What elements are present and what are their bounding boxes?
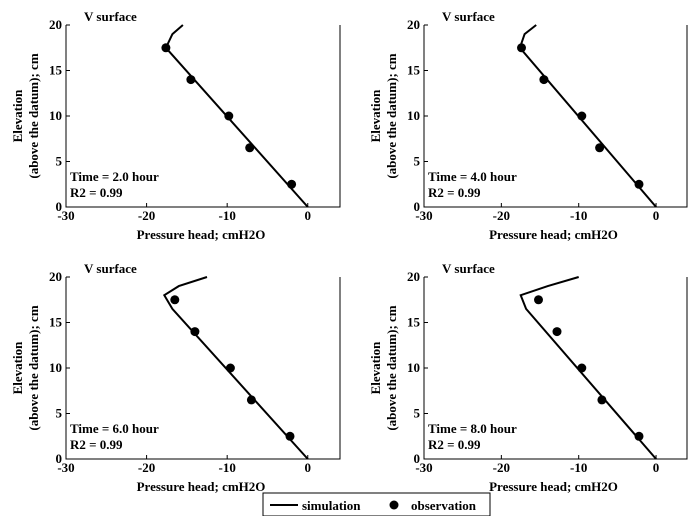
y-axis-label: Elevation (above the datum); cm (10, 305, 41, 430)
y-tick-label: 15 (49, 315, 63, 330)
series-simulation-line (518, 24, 657, 208)
observation-point (517, 43, 526, 53)
y-tick-label: 15 (407, 63, 421, 78)
y-tick-label: 5 (414, 406, 421, 421)
y-axis-label-line2: (above the datum); cm (26, 53, 41, 178)
observation-point (190, 327, 200, 337)
r2-annotation: R2 = 0.99 (428, 437, 481, 452)
x-tick-label: -30 (415, 208, 432, 223)
chart-panel-3: -30 -20 -10 0 0 5 10 15 20 V surface Time = 6.0 ho… (10, 261, 341, 494)
corner-label: V surface (442, 261, 495, 276)
x-tick-label: -20 (493, 208, 510, 223)
y-axis-label-line2: (above the datum); cm (384, 305, 399, 430)
x-tick-label: 0 (653, 208, 660, 223)
corner-label: V surface (84, 261, 137, 276)
y-tick-label: 5 (56, 406, 63, 421)
observation-point (246, 395, 256, 405)
time-annotation: Time = 2.0 hour (70, 169, 159, 184)
y-tick-label: 0 (414, 199, 421, 214)
x-tick-label: -20 (138, 208, 155, 223)
x-axis-label: Pressure head; cmH2O (137, 479, 266, 494)
observation-point (287, 179, 297, 189)
y-axis-label: Elevation (above the datum); cm (10, 53, 41, 178)
y-tick-label: 20 (407, 269, 420, 284)
panels-group: -30 -20 -10 0 0 5 10 15 20 V surface Time = 2.0 ho… (10, 9, 688, 494)
y-tick-label: 15 (407, 315, 421, 330)
x-tick-label: -10 (570, 208, 587, 223)
series-simulation-line (162, 276, 309, 460)
y-tick-label: 20 (49, 17, 62, 32)
y-tick-label: 0 (56, 451, 63, 466)
series-simulation-line (164, 24, 309, 208)
y-axis-label: Elevation (above the datum); cm (368, 53, 399, 178)
x-tick-label: 0 (305, 460, 312, 475)
observation-point (534, 295, 543, 305)
x-tick-label: -10 (570, 460, 587, 475)
x-tick-label: -30 (57, 208, 74, 223)
r2-annotation: R2 = 0.99 (70, 185, 123, 200)
corner-label: V surface (84, 9, 137, 24)
y-tick-label: 5 (414, 154, 421, 169)
observation-point (161, 43, 171, 53)
legend-label-simulation: simulation (302, 498, 361, 513)
x-axis-label: Pressure head; cmH2O (489, 479, 618, 494)
y-axis-label-line1: Elevation (10, 89, 25, 142)
chart-panel-4: -30 -20 -10 0 0 5 10 15 20 V surface Time = 8.0 ho… (368, 261, 688, 494)
y-tick-label: 10 (49, 108, 62, 123)
r2-annotation: R2 = 0.99 (70, 437, 123, 452)
observation-point (224, 111, 234, 121)
y-axis-label-line1: Elevation (10, 341, 25, 394)
x-tick-label: -30 (57, 460, 74, 475)
legend-box (262, 492, 491, 516)
y-axis-label-line2: (above the datum); cm (26, 305, 41, 430)
corner-label: V surface (442, 9, 495, 24)
observation-point (634, 431, 644, 441)
observation-point (577, 363, 587, 373)
observation-point (634, 179, 644, 189)
observation-point (225, 363, 235, 373)
observation-point (597, 395, 607, 405)
r2-annotation: R2 = 0.99 (428, 185, 481, 200)
time-annotation: Time = 4.0 hour (428, 169, 517, 184)
y-tick-label: 20 (407, 17, 420, 32)
x-tick-label: -10 (219, 460, 236, 475)
y-axis-label-line2: (above the datum); cm (384, 53, 399, 178)
observation-point (186, 75, 196, 85)
y-tick-label: 0 (414, 451, 421, 466)
chart-panel-2: -30 -20 -10 0 0 5 10 15 20 V surface Time = 4.0 ho… (368, 9, 688, 242)
y-axis-label: Elevation (above the datum); cm (368, 305, 399, 430)
x-tick-label: 0 (305, 208, 312, 223)
y-axis-label-line1: Elevation (368, 89, 383, 142)
x-tick-label: 0 (653, 460, 660, 475)
y-tick-label: 10 (407, 108, 420, 123)
observation-point (245, 143, 255, 153)
observation-point (539, 75, 549, 85)
observation-point (170, 295, 180, 305)
x-tick-label: -20 (493, 460, 510, 475)
y-axis-label-line1: Elevation (368, 341, 383, 394)
observation-point (552, 327, 562, 337)
legend-dot-marker (389, 500, 399, 510)
y-tick-label: 10 (407, 360, 420, 375)
time-annotation: Time = 8.0 hour (428, 421, 517, 436)
chart-panel-1: -30 -20 -10 0 0 5 10 15 20 V surface Time = 2.0 ho… (10, 9, 341, 242)
y-tick-label: 5 (56, 154, 63, 169)
x-tick-label: -30 (415, 460, 432, 475)
time-annotation: Time = 6.0 hour (70, 421, 159, 436)
y-tick-label: 0 (56, 199, 63, 214)
x-axis-label: Pressure head; cmH2O (137, 227, 266, 242)
y-tick-label: 15 (49, 63, 63, 78)
observation-point (577, 111, 587, 121)
observation-point (595, 143, 605, 153)
x-tick-label: -20 (138, 460, 155, 475)
y-tick-label: 10 (49, 360, 62, 375)
observation-point (285, 431, 295, 441)
x-tick-label: -10 (219, 208, 236, 223)
x-axis-label: Pressure head; cmH2O (489, 227, 618, 242)
series-simulation-line (519, 276, 657, 460)
y-tick-label: 20 (49, 269, 62, 284)
legend-label-observation: observation (411, 498, 477, 513)
legend: simulation observation (262, 492, 491, 516)
